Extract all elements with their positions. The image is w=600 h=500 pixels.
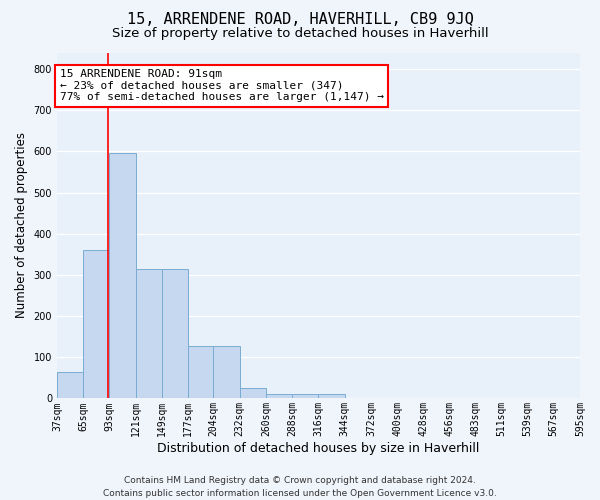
- Text: 15 ARRENDENE ROAD: 91sqm
← 23% of detached houses are smaller (347)
77% of semi-: 15 ARRENDENE ROAD: 91sqm ← 23% of detach…: [60, 69, 384, 102]
- Text: 15, ARRENDENE ROAD, HAVERHILL, CB9 9JQ: 15, ARRENDENE ROAD, HAVERHILL, CB9 9JQ: [127, 12, 473, 28]
- Text: Contains HM Land Registry data © Crown copyright and database right 2024.
Contai: Contains HM Land Registry data © Crown c…: [103, 476, 497, 498]
- Bar: [214, 346, 240, 399]
- Bar: [136, 268, 162, 398]
- X-axis label: Distribution of detached houses by size in Haverhill: Distribution of detached houses by size …: [157, 442, 479, 455]
- Bar: [266, 394, 292, 398]
- Text: Size of property relative to detached houses in Haverhill: Size of property relative to detached ho…: [112, 28, 488, 40]
- Bar: [319, 394, 345, 398]
- Bar: [292, 394, 319, 398]
- Bar: [83, 250, 109, 398]
- Bar: [188, 346, 214, 399]
- Bar: [162, 268, 188, 398]
- Y-axis label: Number of detached properties: Number of detached properties: [15, 132, 28, 318]
- Bar: [109, 154, 136, 398]
- Bar: [57, 372, 83, 398]
- Bar: [240, 388, 266, 398]
